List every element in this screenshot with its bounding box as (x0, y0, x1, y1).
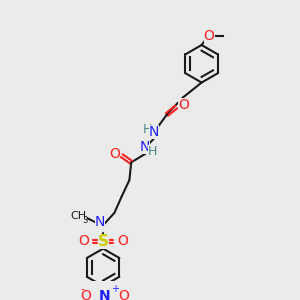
Text: CH: CH (70, 211, 87, 221)
Text: 3: 3 (82, 216, 88, 225)
Text: N: N (99, 289, 111, 300)
Text: +: + (111, 284, 119, 294)
Text: N: N (95, 215, 106, 229)
Text: H: H (142, 123, 152, 136)
Text: O: O (109, 147, 120, 161)
Text: -: - (81, 284, 85, 294)
Text: S: S (98, 234, 109, 249)
Text: O: O (178, 98, 189, 112)
Text: O: O (204, 29, 214, 43)
Text: H: H (148, 145, 158, 158)
Text: O: O (78, 234, 89, 248)
Text: O: O (118, 289, 129, 300)
Text: O: O (80, 289, 91, 300)
Text: N: N (148, 125, 159, 139)
Text: O: O (117, 234, 128, 248)
Text: N: N (139, 140, 150, 154)
